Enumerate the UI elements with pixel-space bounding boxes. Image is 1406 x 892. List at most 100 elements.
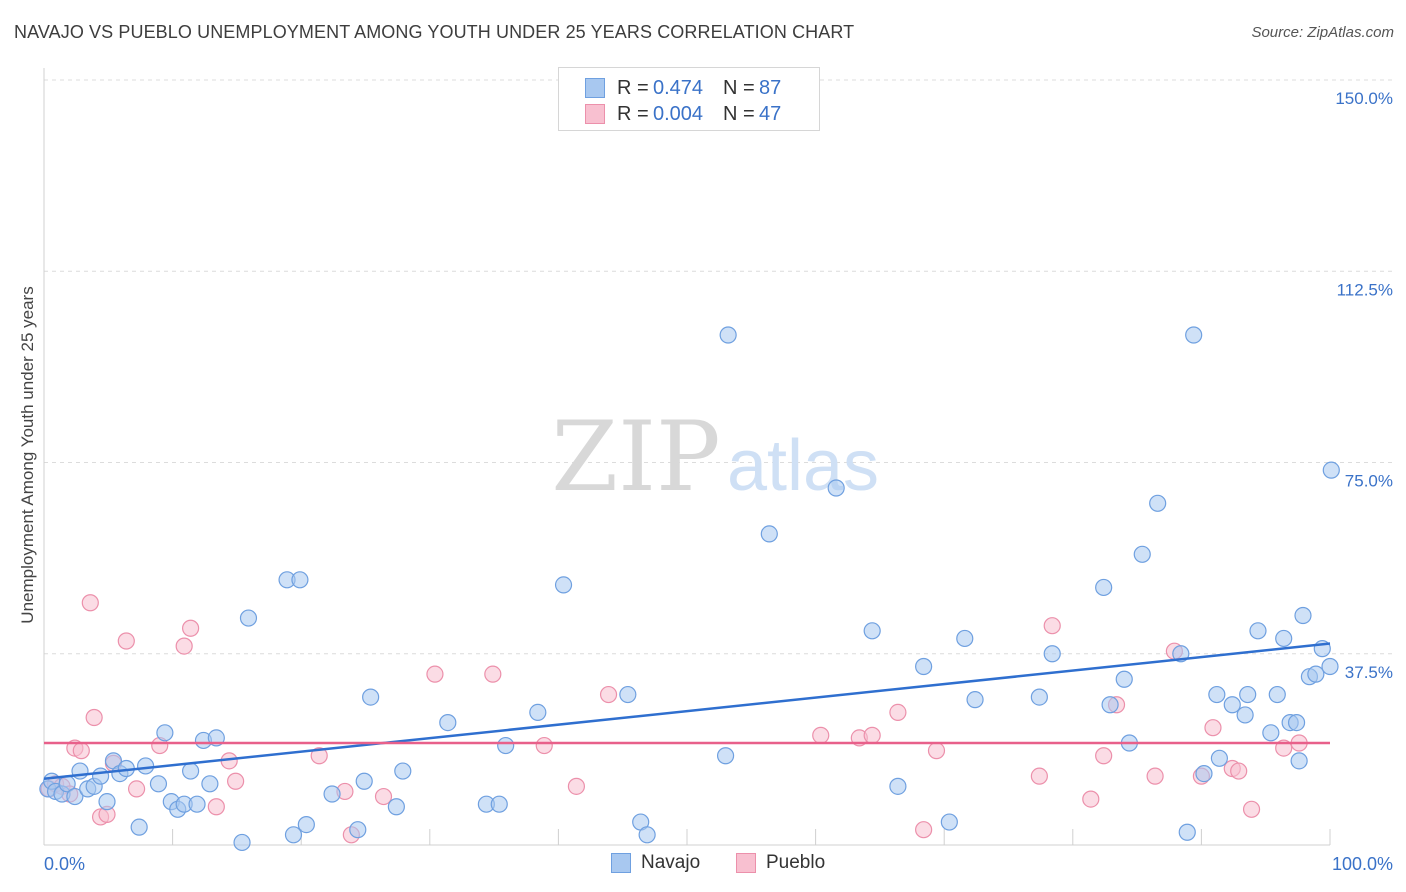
navajo-point [1321, 657, 1339, 676]
chart-title: NAVAJO VS PUEBLO UNEMPLOYMENT AMONG YOUT… [14, 22, 855, 42]
pueblo-point [310, 747, 328, 765]
navajo-trend-line [43, 642, 1331, 780]
navajo-point [1249, 622, 1267, 640]
pueblo-point [812, 726, 830, 744]
navajo-point [387, 798, 405, 816]
legend-item-pueblo[interactable]: Pueblo [736, 852, 825, 874]
navajo-point [91, 767, 110, 785]
legend-r-value: 0.004 [653, 102, 704, 125]
legend-label-navajo: Navajo [641, 852, 701, 873]
navajo-point [188, 795, 206, 813]
navajo-point [1268, 685, 1286, 704]
navajo-point [323, 785, 341, 803]
navajo-point [915, 657, 933, 676]
navajo-point [284, 826, 303, 844]
navajo-point [1178, 823, 1196, 841]
navajo-point [638, 826, 656, 844]
navajo-point [66, 787, 84, 806]
watermark: ZIP atlas [551, 401, 879, 513]
y-axis-label: Unemployment Among Youth under 25 years [18, 286, 37, 624]
legend-r-label: R = [617, 102, 649, 125]
pueblo-point [227, 772, 245, 790]
navajo-point [719, 326, 737, 344]
navajo-point [1307, 665, 1325, 683]
navajo-point [1236, 706, 1254, 724]
navajo-point [863, 622, 881, 640]
navajo-point [1210, 749, 1229, 767]
navajo-point [182, 762, 200, 780]
pueblo-point [1230, 762, 1248, 780]
pueblo-point [567, 777, 586, 795]
source-label: Source: ZipAtlas.com [1251, 24, 1394, 41]
navajo-point [956, 629, 974, 648]
legend-swatch-pueblo [585, 104, 605, 124]
pueblo-point [535, 736, 553, 755]
navajo-point [362, 688, 380, 706]
navajo-point [1208, 685, 1226, 704]
navajo-point [98, 793, 116, 811]
pueblo-point [175, 637, 193, 655]
navajo-point [1101, 696, 1119, 714]
watermark-atlas: atlas [727, 426, 879, 506]
legend-label-pueblo: Pueblo [766, 852, 826, 873]
navajo-point [1115, 670, 1133, 688]
navajo-point [619, 685, 637, 704]
pueblo-point [1082, 790, 1100, 808]
navajo-point [889, 777, 907, 795]
y-tick-label: 75.0% [1345, 472, 1393, 491]
navajo-point [1290, 752, 1308, 770]
navajo-point [1239, 685, 1257, 704]
legend-swatch-navajo [611, 853, 631, 873]
pueblo-point [1146, 767, 1164, 785]
legend-row-navajo: R = 0.474 N = 87 [585, 76, 781, 100]
navajo-point [291, 571, 309, 589]
pueblo-point [1095, 747, 1113, 765]
navajo-point [1262, 724, 1280, 742]
y-tick-label: 37.5% [1345, 663, 1393, 682]
navajo-point [1095, 578, 1113, 597]
watermark-zip: ZIP [551, 401, 720, 513]
pueblo-point [1242, 800, 1261, 818]
pueblo-point [927, 742, 946, 760]
legend-row-pueblo: R = 0.004 N = 47 [585, 102, 781, 126]
navajo-point [149, 775, 168, 793]
series-legend: Navajo Pueblo [0, 852, 1406, 878]
navajo-point [355, 772, 373, 790]
navajo-point [529, 703, 547, 722]
legend-n-label: N = [723, 76, 755, 99]
navajo-points [39, 326, 1340, 852]
navajo-point [1287, 713, 1306, 732]
trend-lines [43, 642, 1331, 780]
navajo-point [827, 479, 845, 497]
legend-swatch-navajo [585, 78, 605, 98]
x-tick-label: 100.0% [1332, 854, 1393, 874]
navajo-point [497, 736, 515, 755]
navajo-point [1223, 696, 1241, 714]
navajo-point [130, 818, 148, 836]
navajo-point [554, 576, 573, 594]
pueblo-point [1204, 719, 1222, 737]
pueblo-point [72, 742, 90, 760]
stats-legend: R = 0.474 N = 87 R = 0.004 N = 47 [558, 67, 820, 131]
legend-n-label: N = [723, 102, 755, 125]
navajo-point [1275, 629, 1293, 648]
pueblo-point [81, 594, 99, 612]
legend-n-value: 47 [759, 102, 782, 125]
navajo-point [1133, 545, 1151, 563]
y-tick-label: 150.0% [1335, 89, 1393, 108]
navajo-point [394, 762, 412, 780]
pueblo-point [599, 685, 618, 704]
pueblo-point [1043, 617, 1061, 635]
pueblo-point [889, 703, 907, 722]
legend-item-navajo[interactable]: Navajo [611, 852, 700, 874]
navajo-point [297, 815, 315, 834]
navajo-point [716, 747, 735, 765]
navajo-point [156, 724, 174, 742]
navajo-point [1030, 688, 1048, 706]
legend-r-value: 0.474 [653, 76, 704, 99]
pueblo-point [863, 726, 881, 744]
navajo-point [1149, 494, 1167, 512]
navajo-point [940, 813, 958, 831]
navajo-point [1185, 326, 1203, 344]
